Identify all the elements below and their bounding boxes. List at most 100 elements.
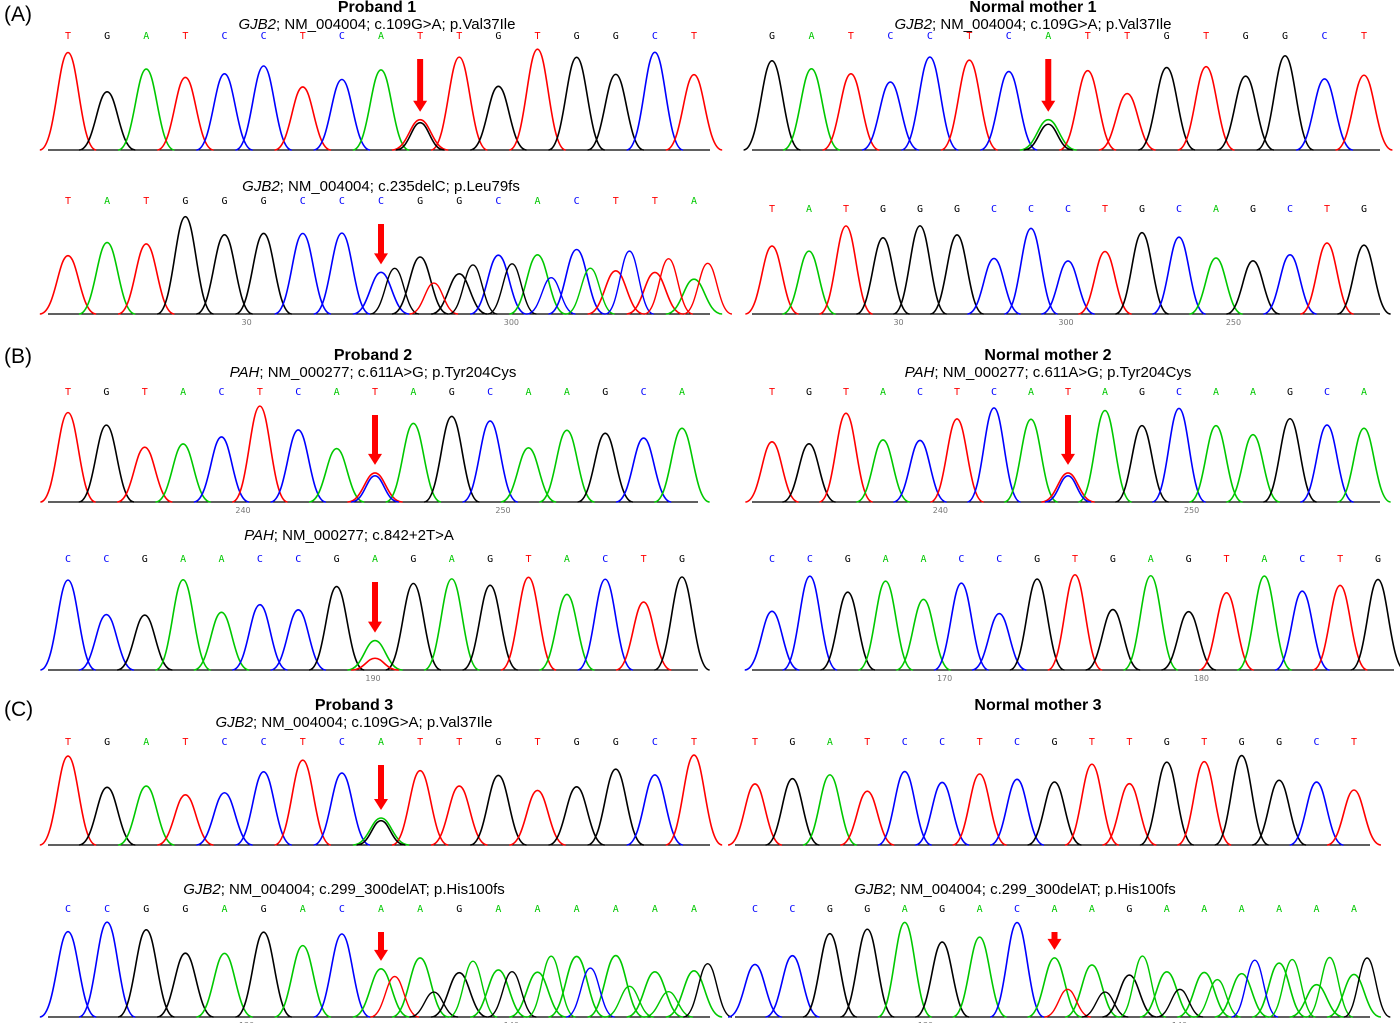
peak-a2-14	[1295, 78, 1354, 151]
peak-c2-7	[989, 778, 1045, 846]
base-call-c1-1: G	[104, 737, 110, 748]
base-call-c3-8: A	[378, 904, 384, 915]
peak-a3-16	[665, 278, 723, 315]
secondary-peak-c4-8	[1343, 957, 1391, 1018]
secondary-peak-a3-0	[370, 267, 420, 315]
mutation-arrow-b1	[368, 415, 382, 465]
peak-c1-13	[548, 786, 606, 846]
peak-c1-5	[235, 770, 293, 846]
peak-b1-5	[231, 405, 288, 503]
peak-c2-3	[840, 790, 895, 846]
base-call-a1-5: C	[261, 31, 267, 42]
axis-tick-b4-0: 170	[937, 674, 952, 683]
base-call-c4-15: A	[1314, 904, 1320, 915]
base-call-c3-11: A	[495, 904, 501, 915]
peak-b3-11	[462, 584, 519, 671]
base-call-b2-12: A	[1213, 387, 1219, 398]
peak-a1-1	[78, 91, 136, 151]
base-call-b4-6: C	[996, 554, 1002, 565]
base-call-c2-15: C	[1314, 737, 1320, 748]
panel-c3-caption: GJB2; NM_004004; c.299_300delAT; p.His10…	[183, 881, 505, 898]
secondary-peak-a3-8	[683, 262, 733, 315]
secondary-peak-a3-3	[487, 263, 537, 315]
mutation-arrow-b2	[1061, 415, 1075, 465]
peak-b3-2	[116, 614, 173, 671]
base-call-a4-13: G	[1250, 204, 1256, 215]
peak-c4-14	[1251, 962, 1307, 1018]
peak-c3-11	[469, 969, 527, 1018]
base-call-a3-7: C	[339, 196, 345, 207]
base-call-a4-0: T	[769, 204, 775, 215]
base-call-a1-3: T	[182, 31, 188, 42]
base-call-c4-0: C	[752, 904, 758, 915]
base-call-a1-15: C	[652, 31, 658, 42]
base-call-a1-0: T	[65, 31, 71, 42]
peak-c4-7	[989, 921, 1045, 1018]
base-call-b1-3: A	[180, 387, 186, 398]
base-call-a3-5: G	[261, 196, 267, 207]
mutation-arrow-c3	[374, 932, 388, 961]
peak-b2-10	[1115, 424, 1169, 503]
secondary-peak-b1	[351, 475, 399, 503]
base-call-a1-12: T	[534, 31, 540, 42]
base-call-a2-6: C	[1006, 31, 1012, 42]
base-call-a4-2: T	[843, 204, 849, 215]
base-call-b3-1: C	[103, 554, 109, 565]
base-call-c3-14: A	[613, 904, 619, 915]
peak-a2-12	[1216, 75, 1275, 151]
peak-c1-0	[39, 755, 97, 846]
base-call-b2-9: A	[1102, 387, 1108, 398]
panel-c1-variant-line: GJB2; NM_004004; c.109G>A; p.Val37Ile	[216, 714, 493, 731]
section-label-c: (C)	[4, 698, 34, 721]
peak-a4-13	[1226, 259, 1280, 315]
base-call-c1-2: A	[143, 737, 149, 748]
panel-a1-gene: GJB2	[238, 16, 277, 33]
base-call-b3-9: G	[410, 554, 416, 565]
axis-tick-a4-0: 30	[893, 318, 903, 327]
panel-b2-variant: ; NM_000277; c.611A>G; p.Tyr204Cys	[934, 364, 1192, 381]
peak-c1-15	[626, 774, 684, 846]
base-call-c3-4: A	[221, 904, 227, 915]
peak-b1-7	[308, 447, 365, 503]
peak-b4-11	[1161, 610, 1217, 671]
peak-a1-4	[196, 73, 253, 151]
panel-c4-gene: GJB2	[854, 881, 892, 898]
peak-a3-11	[469, 254, 527, 315]
peak-c3-8	[352, 968, 410, 1018]
peak-c3-13	[548, 955, 606, 1018]
peak-c3-10	[430, 971, 488, 1018]
peak-b4-12	[1198, 591, 1255, 671]
peak-b2-5	[930, 418, 984, 503]
peak-a2-8	[1059, 69, 1117, 151]
peak-c1-2	[117, 785, 175, 846]
peak-c3-12	[509, 971, 566, 1018]
base-call-b1-7: A	[334, 387, 340, 398]
panel-a1-heading: Proband 1	[337, 0, 417, 16]
base-call-a4-7: C	[1028, 204, 1034, 215]
base-call-b4-14: C	[1299, 554, 1305, 565]
peak-c1-16	[665, 754, 723, 846]
base-call-b2-1: G	[806, 387, 812, 398]
peak-a4-7	[1004, 227, 1058, 315]
peak-b2-11	[1151, 407, 1207, 503]
peak-b3-13	[538, 593, 595, 671]
peak-a1-0	[39, 51, 97, 151]
base-call-a3-0: T	[65, 196, 71, 207]
peak-a4-9	[1078, 250, 1132, 315]
base-call-a2-15: T	[1361, 31, 1367, 42]
peak-b1-10	[423, 415, 480, 503]
base-call-a1-13: G	[574, 31, 580, 42]
peak-a1-7	[313, 78, 371, 151]
base-call-b3-10: A	[449, 554, 455, 565]
base-call-b4-12: T	[1223, 554, 1229, 565]
base-call-c3-13: A	[574, 904, 580, 915]
peak-b3-4	[193, 611, 250, 671]
base-call-c4-7: C	[1014, 904, 1020, 915]
peak-a1-9	[391, 118, 449, 151]
base-call-c3-6: A	[300, 904, 306, 915]
section-label-a: (A)	[4, 3, 32, 26]
mutation-arrow-c1	[374, 765, 388, 810]
base-call-b2-14: G	[1287, 387, 1293, 398]
base-call-a2-5: T	[966, 31, 972, 42]
base-call-c4-16: A	[1351, 904, 1357, 915]
